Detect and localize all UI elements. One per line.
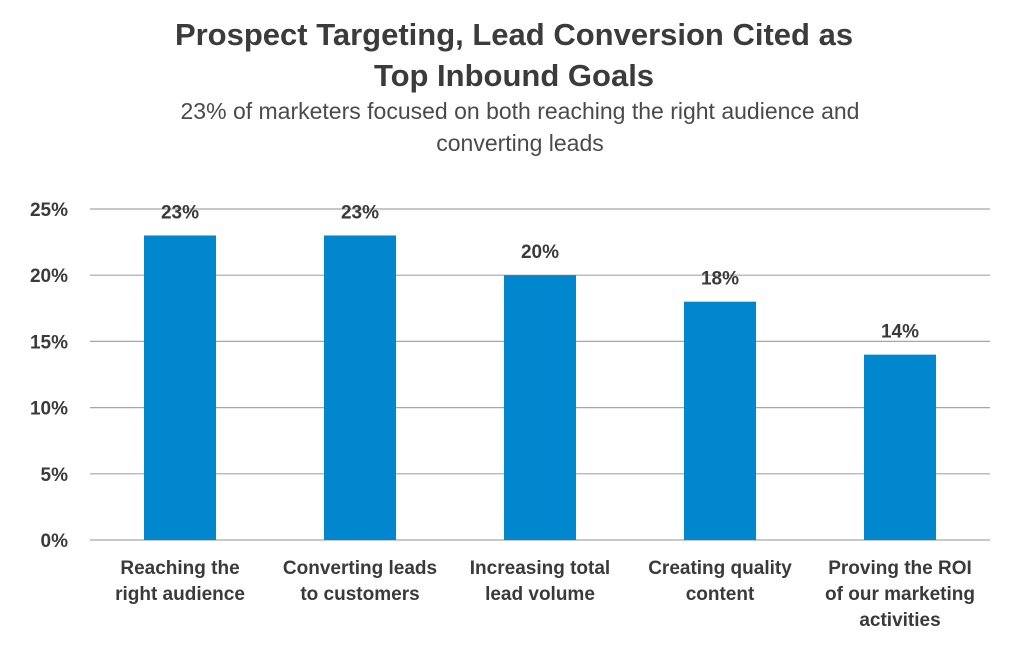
chart-title-line-2: Top Inbound Goals — [373, 58, 655, 93]
category-label-line: Converting leads — [283, 558, 437, 579]
bar — [864, 354, 936, 540]
data-label: 20% — [521, 242, 559, 263]
category-label-line: Increasing total — [470, 558, 610, 579]
category-label-line: content — [686, 584, 755, 605]
y-tick-label: 20% — [30, 266, 68, 287]
bar — [684, 301, 756, 540]
category-label-line: right audience — [115, 584, 245, 605]
data-label: 18% — [701, 269, 739, 290]
category-label-line: of our marketing — [825, 584, 975, 605]
chart-subtitle-line-2: converting leads — [436, 130, 604, 156]
category-label-line: Proving the ROI — [828, 558, 972, 579]
data-label: 14% — [881, 322, 919, 343]
category-label-line: Reaching the — [120, 558, 239, 579]
category-label: Increasing total lead volume — [470, 558, 610, 605]
y-tick-label: 5% — [41, 465, 69, 486]
bar — [324, 235, 396, 541]
category-label: Converting leads to customers — [283, 558, 437, 605]
chart-subtitle-line-1: 23% of marketers focused on both reachin… — [180, 98, 860, 124]
x-axis-category-labels: Reaching the right audience Converting lea… — [115, 558, 975, 631]
y-axis-tick-labels: 0% 5% 10% 15% 20% 25% — [30, 200, 68, 552]
category-label-line: Creating quality — [648, 558, 792, 579]
bar — [144, 235, 216, 541]
y-tick-label: 10% — [30, 399, 68, 420]
y-tick-label: 15% — [30, 332, 68, 353]
category-label: Reaching the right audience — [115, 558, 245, 605]
category-label: Proving the ROI of our marketing activitie… — [825, 558, 975, 631]
data-labels: 23% 23% 20% 18% 14% — [161, 202, 919, 342]
category-label-line: activities — [859, 610, 940, 631]
chart-title: Prospect Targeting, Lead Conversion Cite… — [0, 14, 1028, 96]
category-label-line: to customers — [300, 584, 419, 605]
data-label: 23% — [341, 202, 379, 223]
chart-title-line-1: Prospect Targeting, Lead Conversion Cite… — [174, 17, 854, 52]
bar — [504, 275, 576, 540]
bars — [144, 235, 936, 541]
data-label: 23% — [161, 202, 199, 223]
y-tick-label: 25% — [30, 200, 68, 221]
chart-subtitle: 23% of marketers focused on both reachin… — [0, 95, 1028, 159]
category-label-line: lead volume — [485, 584, 595, 605]
y-tick-label: 0% — [41, 531, 69, 552]
category-label: Creating quality content — [648, 558, 792, 605]
